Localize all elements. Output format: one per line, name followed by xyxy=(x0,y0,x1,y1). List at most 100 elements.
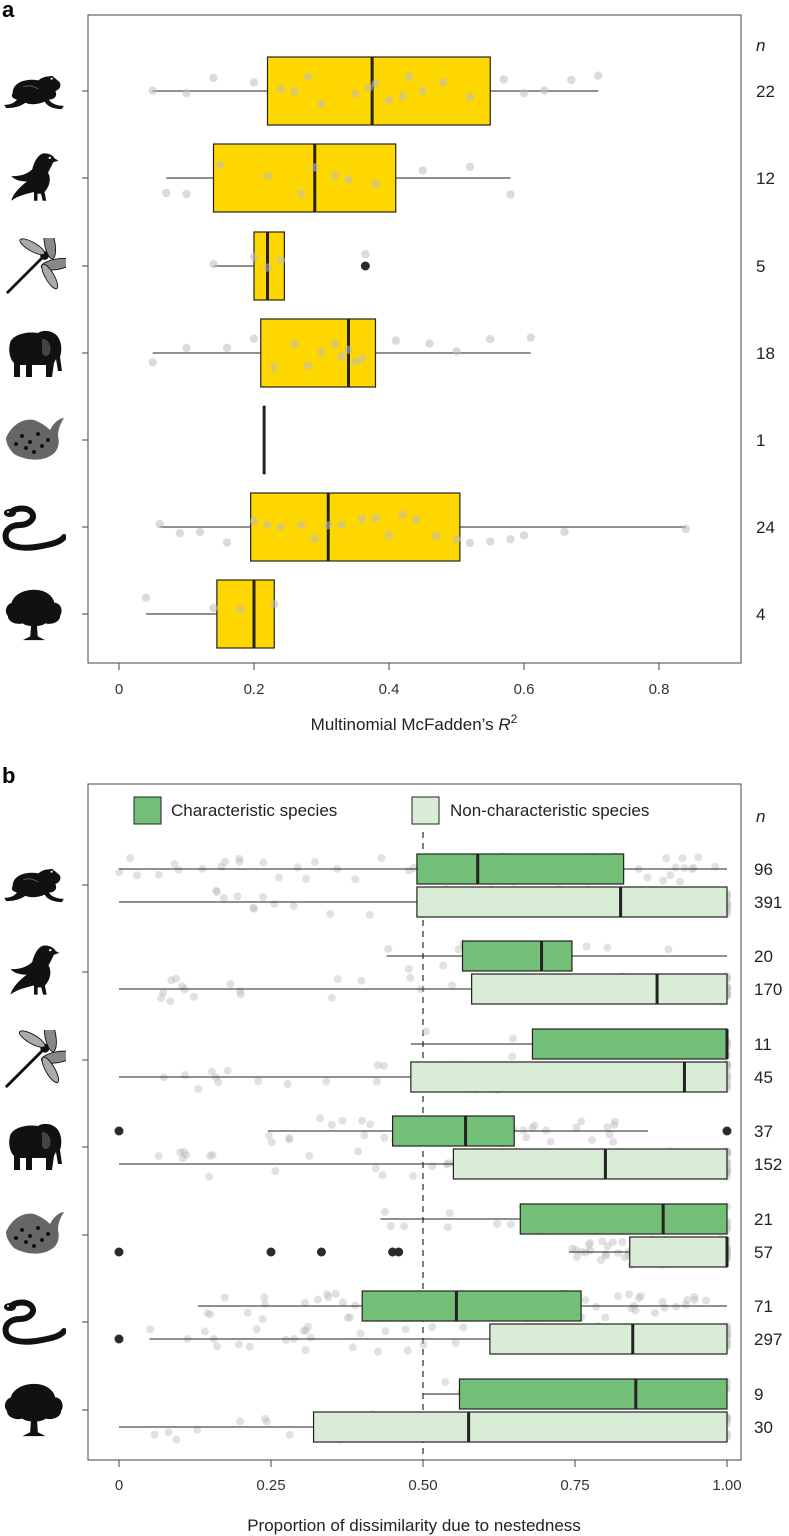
a-point-5-2 xyxy=(195,527,205,537)
b-x-tick-label-1: 0.25 xyxy=(256,1477,285,1494)
b-n-label-characteristic-6: 9 xyxy=(754,1385,763,1404)
b-point-0-c-21 xyxy=(377,854,386,863)
legend-swatch-characteristic xyxy=(133,796,162,825)
b-point-4-n-50 xyxy=(614,1248,623,1257)
b-point-2-n-0 xyxy=(207,1067,216,1076)
a-point-0-6 xyxy=(303,72,313,81)
b-row-3-characteristic-outlier-0 xyxy=(114,1126,124,1136)
a-point-2-1 xyxy=(249,252,259,262)
b-row-3-non-characteristic-box xyxy=(452,1148,728,1180)
panel-b-frame xyxy=(87,783,742,1461)
b-row-5-characteristic-box xyxy=(361,1290,582,1322)
b-point-2-n-7 xyxy=(194,1084,203,1093)
legend-swatch-non-characteristic xyxy=(411,796,440,825)
b-point-5-n-20 xyxy=(303,1323,312,1332)
b-n-label-non-characteristic-5: 297 xyxy=(754,1330,782,1349)
b-point-6-n-10 xyxy=(262,1417,271,1426)
b-point-0-c-5 xyxy=(351,875,360,884)
b-point-5-c-42 xyxy=(581,1296,590,1305)
a-point-6-3 xyxy=(270,600,279,609)
panel-a-n-header: n xyxy=(756,36,765,55)
b-point-3-c-31 xyxy=(546,1137,555,1146)
b-point-3-c-13 xyxy=(572,1123,581,1132)
a-point-5-5 xyxy=(263,520,272,530)
b-point-1-n-2 xyxy=(236,990,245,999)
b-point-2-n-38 xyxy=(283,1080,292,1089)
b-point-0-c-27 xyxy=(689,863,698,872)
a-point-1-7 xyxy=(344,175,353,184)
b-point-6-c-0 xyxy=(441,1378,450,1387)
b-point-5-n-44 xyxy=(348,1343,357,1352)
a-point-5-21 xyxy=(519,531,529,540)
tree-icon xyxy=(4,1383,63,1437)
b-point-0-c-4 xyxy=(680,864,689,873)
b-point-0-c-46 xyxy=(259,858,268,867)
b-n-label-characteristic-2: 11 xyxy=(754,1035,772,1054)
b-point-3-n-31 xyxy=(354,1147,363,1156)
b-point-5-n-1 xyxy=(381,1327,390,1336)
b-point-4-n-31 xyxy=(618,1238,627,1247)
b-point-1-n-15 xyxy=(327,993,336,1002)
b-point-3-c-18 xyxy=(366,1120,375,1129)
b-row-4-non-characteristic-outlier-1 xyxy=(266,1247,276,1257)
b-point-3-n-48 xyxy=(179,1147,188,1156)
a-point-0-10 xyxy=(371,79,380,88)
b-point-5-n-50 xyxy=(459,1323,468,1332)
b-point-6-n-20 xyxy=(261,1414,270,1423)
panel-b-label: b xyxy=(2,763,15,788)
b-point-3-c-3 xyxy=(587,1136,596,1145)
b-point-0-c-56 xyxy=(659,876,668,885)
b-point-5-n-34 xyxy=(252,1325,261,1334)
b-point-0-c-10 xyxy=(275,873,284,882)
a-point-5-23 xyxy=(681,524,691,534)
b-n-label-characteristic-3: 37 xyxy=(754,1122,773,1141)
b-point-4-c-8 xyxy=(506,1220,515,1229)
b-point-0-c-32 xyxy=(404,866,413,875)
b-point-5-n-35 xyxy=(299,1326,308,1335)
b-point-5-c-52 xyxy=(260,1293,269,1302)
a-x-tick-label-0: 0 xyxy=(115,681,123,698)
b-point-5-c-37 xyxy=(331,1289,340,1298)
b-point-6-n-6 xyxy=(285,1430,294,1439)
a-row-2-outlier-0 xyxy=(360,261,370,271)
a-point-1-2 xyxy=(216,160,225,170)
a-x-tick-label-3: 0.6 xyxy=(514,681,535,698)
b-point-5-c-20 xyxy=(243,1308,252,1317)
b-point-5-n-29 xyxy=(373,1347,382,1356)
b-point-5-c-41 xyxy=(260,1300,269,1309)
b-row-3-characteristic-outlier-1 xyxy=(722,1126,732,1136)
b-n-label-non-characteristic-4: 57 xyxy=(754,1243,773,1262)
panel-a-label: a xyxy=(2,0,15,22)
a-x-tick-label-1: 0.2 xyxy=(244,681,265,698)
b-row-2-characteristic-box xyxy=(531,1028,728,1060)
b-point-3-c-26 xyxy=(327,1120,336,1129)
a-point-0-3 xyxy=(249,78,259,87)
b-point-0-c-41 xyxy=(310,858,319,867)
b-point-5-n-7 xyxy=(212,1342,221,1351)
b-point-3-n-5 xyxy=(154,1151,163,1160)
a-point-3-13 xyxy=(391,336,400,345)
a-point-3-10 xyxy=(344,345,353,354)
b-point-5-c-22 xyxy=(614,1292,623,1301)
a-point-3-16 xyxy=(486,334,495,344)
b-n-label-non-characteristic-2: 45 xyxy=(754,1068,773,1087)
b-point-5-n-9 xyxy=(301,1326,310,1335)
a-point-2-3 xyxy=(276,256,286,265)
b-point-3-c-14 xyxy=(316,1114,325,1123)
a-point-3-4 xyxy=(270,363,279,372)
a-point-5-20 xyxy=(506,535,515,544)
a-point-0-2 xyxy=(209,73,218,83)
b-point-4-c-7 xyxy=(445,1209,454,1218)
a-point-0-0 xyxy=(148,86,157,95)
panel-a-plot: 0 0.2 0.4 0.6 0.8 22 12 5 18 1 24 4 xyxy=(4,56,775,698)
a-point-5-11 xyxy=(357,514,367,524)
b-point-0-n-13 xyxy=(219,894,228,903)
b-point-5-c-50 xyxy=(345,1313,354,1322)
b-point-5-c-15 xyxy=(220,1293,229,1302)
b-point-1-c-7 xyxy=(384,944,393,953)
b-point-3-c-16 xyxy=(519,1126,528,1135)
b-point-5-n-49 xyxy=(281,1335,290,1344)
b-point-1-c-1 xyxy=(454,945,463,954)
b-point-1-n-29 xyxy=(189,992,198,1001)
b-point-0-c-38 xyxy=(174,865,183,874)
